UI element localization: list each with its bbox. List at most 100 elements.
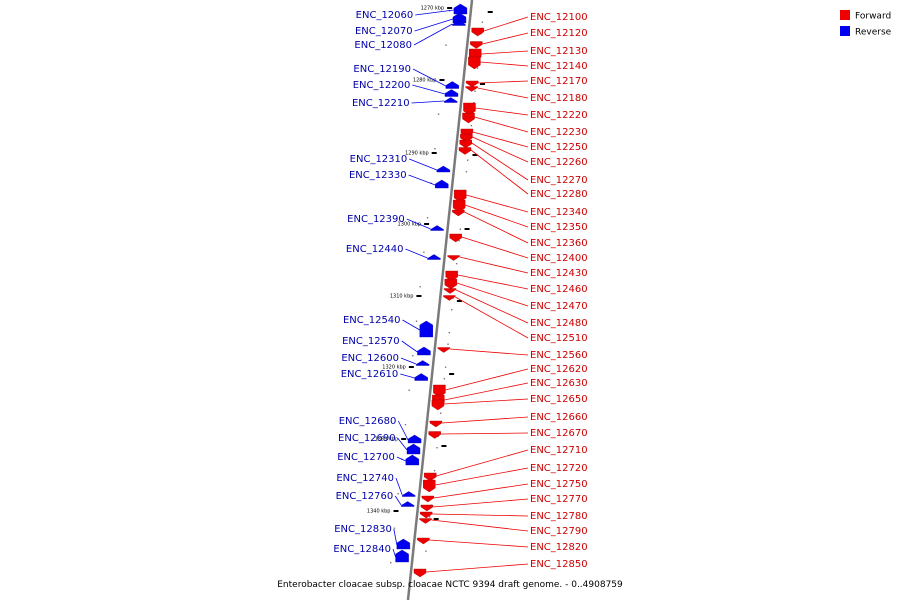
forward-gene-arrow[interactable] [423,479,436,493]
forward-gene[interactable]: ENC_12660 [429,412,588,428]
forward-gene-label[interactable]: ENC_12230 [530,127,588,138]
reverse-gene[interactable]: ENC_12540 [343,315,433,338]
reverse-gene[interactable]: ENC_12060 [356,3,468,21]
forward-gene[interactable]: ENC_12770 [420,494,588,512]
reverse-gene[interactable]: ENC_12840 [333,544,409,563]
reverse-gene[interactable]: ENC_12330 [349,170,449,189]
reverse-gene-arrow[interactable] [415,360,430,366]
reverse-gene[interactable]: ENC_12210 [352,97,458,110]
forward-gene[interactable]: ENC_12170 [465,76,588,88]
forward-gene-arrow[interactable] [437,347,450,353]
forward-gene-arrow[interactable] [447,255,460,261]
forward-gene[interactable]: ENC_12820 [417,537,588,553]
forward-gene[interactable]: ENC_12130 [469,46,588,62]
forward-gene-label[interactable]: ENC_12250 [530,142,588,153]
forward-gene[interactable]: ENC_12140 [468,56,588,72]
forward-gene-label[interactable]: ENC_12470 [530,301,588,312]
forward-gene-arrow[interactable] [431,399,445,411]
forward-gene-label[interactable]: ENC_12770 [530,494,588,505]
forward-gene-label[interactable]: ENC_12780 [530,511,588,522]
reverse-gene-label[interactable]: ENC_12700 [337,452,395,463]
forward-gene-label[interactable]: ENC_12710 [530,445,588,456]
reverse-gene-arrow[interactable] [407,434,422,444]
forward-gene-arrow[interactable] [443,288,457,294]
forward-gene[interactable]: ENC_12460 [445,270,588,295]
reverse-gene-label[interactable]: ENC_12680 [339,416,397,427]
reverse-gene[interactable]: ENC_12200 [353,80,459,97]
forward-gene-label[interactable]: ENC_12170 [530,76,588,87]
forward-gene-label[interactable]: ENC_12750 [530,479,588,490]
forward-gene[interactable]: ENC_12850 [413,559,588,578]
reverse-gene-label[interactable]: ENC_12840 [333,544,391,555]
forward-gene-arrow[interactable] [458,147,472,155]
reverse-gene-arrow[interactable] [444,89,459,97]
forward-gene-label[interactable]: ENC_12560 [530,350,588,361]
forward-gene[interactable]: ENC_12510 [443,295,588,345]
forward-gene[interactable]: ENC_12790 [419,518,588,538]
reverse-gene-arrow[interactable] [405,454,420,466]
forward-gene[interactable]: ENC_12710 [424,445,588,482]
forward-gene-label[interactable]: ENC_12350 [530,222,588,233]
forward-gene-arrow[interactable] [449,233,462,243]
forward-gene[interactable]: ENC_12180 [465,86,588,105]
forward-gene[interactable]: ENC_12670 [428,428,588,439]
reverse-gene-arrow[interactable] [444,97,458,103]
forward-gene-label[interactable]: ENC_12620 [530,364,588,375]
forward-gene[interactable]: ENC_12780 [419,511,588,522]
reverse-gene-label[interactable]: ENC_12390 [347,214,405,225]
forward-gene-arrow[interactable] [465,86,478,92]
forward-gene-arrow[interactable] [419,511,433,519]
forward-gene-label[interactable]: ENC_12280 [530,189,588,200]
forward-gene[interactable]: ENC_12280 [458,147,588,201]
reverse-gene[interactable]: ENC_12070 [355,12,467,37]
reverse-gene-label[interactable]: ENC_12060 [356,10,414,21]
reverse-gene-arrow[interactable] [414,373,428,381]
reverse-gene[interactable]: ENC_12680 [339,416,422,444]
forward-gene-label[interactable]: ENC_12120 [530,28,588,39]
reverse-gene-label[interactable]: ENC_12690 [338,433,396,444]
forward-gene[interactable]: ENC_12470 [444,278,588,312]
forward-gene[interactable]: ENC_12270 [459,139,588,186]
reverse-gene-label[interactable]: ENC_12760 [336,491,394,502]
forward-gene-arrow[interactable] [462,112,475,124]
reverse-gene[interactable]: ENC_12310 [350,154,451,173]
reverse-gene-label[interactable]: ENC_12190 [353,64,411,75]
forward-gene[interactable]: ENC_12560 [437,347,588,362]
forward-gene-arrow[interactable] [421,495,435,503]
reverse-gene-label[interactable]: ENC_12200 [353,80,411,91]
forward-gene-arrow[interactable] [417,537,430,545]
reverse-gene-arrow[interactable] [452,12,467,24]
forward-gene-arrow[interactable] [470,41,483,49]
reverse-gene-label[interactable]: ENC_12540 [343,315,401,326]
forward-gene-label[interactable]: ENC_12460 [530,284,588,295]
forward-gene-label[interactable]: ENC_12670 [530,428,588,439]
forward-gene-arrow[interactable] [468,56,481,70]
forward-gene-arrow[interactable] [428,431,441,439]
forward-gene-label[interactable]: ENC_12790 [530,526,588,537]
forward-gene-label[interactable]: ENC_12340 [530,207,588,218]
forward-gene[interactable]: ENC_12750 [421,479,588,503]
forward-gene-arrow[interactable] [420,504,434,512]
forward-gene[interactable]: ENC_12650 [431,394,588,411]
forward-gene[interactable]: ENC_12120 [470,28,588,49]
forward-gene-arrow[interactable] [465,80,479,88]
reverse-gene[interactable]: ENC_12610 [341,369,428,381]
forward-gene-arrow[interactable] [419,518,432,524]
forward-gene-label[interactable]: ENC_12140 [530,61,588,72]
forward-gene-label[interactable]: ENC_12510 [530,333,588,344]
forward-gene-label[interactable]: ENC_12850 [530,559,588,570]
forward-gene-arrow[interactable] [444,278,458,290]
reverse-gene[interactable]: ENC_12740 [336,473,416,497]
reverse-gene[interactable]: ENC_12390 [347,214,444,231]
reverse-gene-arrow[interactable] [406,443,421,455]
reverse-gene-arrow[interactable] [436,165,451,173]
reverse-gene[interactable]: ENC_12600 [341,353,430,366]
reverse-gene-arrow[interactable] [417,346,431,356]
reverse-gene-label[interactable]: ENC_12610 [341,369,399,380]
forward-gene-label[interactable]: ENC_12630 [530,378,588,389]
reverse-gene-arrow[interactable] [402,491,416,497]
forward-gene[interactable]: ENC_12480 [443,288,588,330]
forward-gene-label[interactable]: ENC_12820 [530,542,588,553]
reverse-gene[interactable]: ENC_12080 [354,20,466,52]
forward-gene-label[interactable]: ENC_12130 [530,46,588,57]
